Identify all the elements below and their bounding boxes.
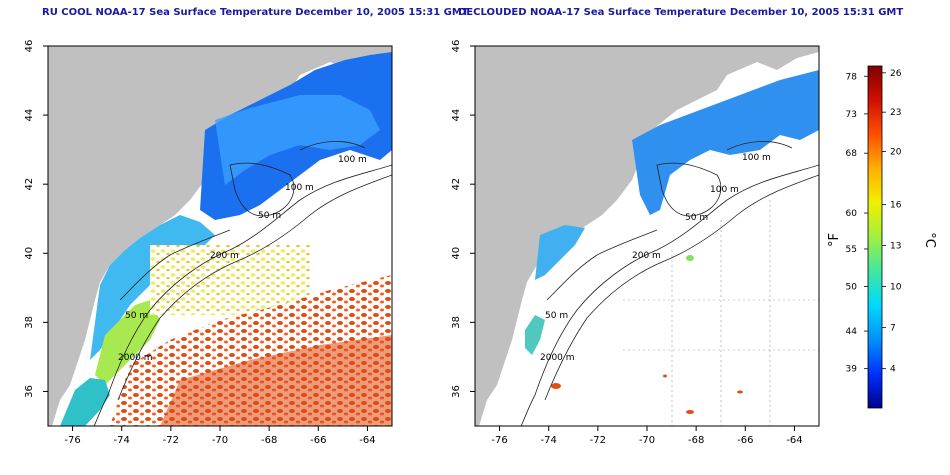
left-y-axis: 36 38 40 42 44 46 — [24, 40, 48, 398]
y-tick-label: 36 — [24, 385, 35, 398]
sst-warm-shelf — [95, 300, 160, 385]
sst-warm-patch — [663, 374, 667, 378]
sst-slope-patches — [150, 245, 310, 315]
land-mass — [48, 46, 392, 426]
fahrenheit-ticks: 78 73 68 60 55 50 44 39 — [846, 72, 868, 375]
y-tick-label: 36 — [451, 385, 462, 398]
y-tick-label: 44 — [451, 109, 462, 122]
fahrenheit-tick-label: 78 — [846, 72, 858, 82]
contour-label: 50 m — [258, 211, 281, 221]
land-mass — [475, 46, 819, 426]
contour-label: 100 m — [338, 155, 367, 165]
celsius-tick-label: 7 — [890, 324, 896, 334]
x-tick-label: -74 — [541, 435, 557, 446]
y-tick-label: 40 — [451, 247, 462, 260]
left-panel-title: RU COOL NOAA-17 Sea Surface Temperature … — [42, 7, 469, 18]
right-map-panel: 100 m 100 m 50 m 200 m 50 m 2000 m -76 -7… — [451, 40, 820, 446]
fahrenheit-tick-label: 60 — [846, 209, 858, 219]
x-tick-label: -72 — [590, 435, 606, 446]
fahrenheit-tick-label: 39 — [846, 365, 858, 375]
fahrenheit-unit-label: °F — [827, 233, 842, 247]
left-map-panel: 100 m 100 m 50 m 200 m 50 m 2000 m -76 -7… — [24, 40, 393, 446]
y-tick-label: 46 — [24, 40, 35, 53]
x-tick-label: -74 — [114, 435, 130, 446]
x-tick-label: -68 — [261, 435, 277, 446]
contour-label: 200 m — [632, 251, 661, 261]
celsius-tick-label: 16 — [890, 201, 902, 211]
y-tick-label: 40 — [24, 247, 35, 260]
sst-warm-patch — [686, 410, 694, 414]
y-tick-label: 38 — [24, 316, 35, 329]
right-panel-title: DECLOUDED NOAA-17 Sea Surface Temperatur… — [458, 7, 904, 18]
contour-label: 200 m — [210, 251, 239, 261]
sst-coastal-strip — [525, 315, 545, 355]
colorbar-scale — [867, 65, 883, 409]
right-y-axis: 36 38 40 42 44 46 — [451, 40, 475, 398]
x-tick-label: -66 — [737, 435, 753, 446]
sst-warm-patch — [551, 383, 561, 389]
celsius-tick-label: 23 — [890, 108, 901, 118]
left-x-axis: -76 -74 -72 -70 -68 -66 -64 — [64, 426, 376, 446]
fahrenheit-tick-label: 44 — [846, 327, 858, 337]
y-tick-label: 38 — [451, 316, 462, 329]
x-tick-label: -76 — [491, 435, 507, 446]
celsius-tick-label: 20 — [890, 148, 902, 158]
y-tick-label: 42 — [24, 178, 35, 191]
sst-shelf-region — [535, 225, 585, 280]
contour-label: 2000 m — [540, 353, 575, 363]
sst-warm-patch — [737, 390, 743, 394]
contour-label: 50 m — [125, 311, 148, 321]
celsius-tick-label: 10 — [890, 283, 902, 293]
x-tick-label: -68 — [688, 435, 704, 446]
grid-lines — [623, 200, 819, 426]
fahrenheit-tick-label: 68 — [846, 149, 858, 159]
sst-cold-region — [632, 70, 819, 215]
bathymetry-contours — [520, 141, 819, 426]
temperature-colorbar: 78 73 68 60 55 50 44 39 26 23 20 16 13 10 7 4 °F °C — [827, 65, 937, 409]
y-tick-label: 42 — [451, 178, 462, 191]
celsius-unit-label: °C — [922, 232, 937, 248]
y-tick-label: 44 — [24, 109, 35, 122]
x-tick-label: -66 — [310, 435, 326, 446]
right-x-axis: -76 -74 -72 -70 -68 -66 -64 — [491, 426, 803, 446]
sst-gulf-stream-core — [160, 335, 392, 426]
fahrenheit-tick-label: 50 — [846, 283, 858, 293]
contour-label: 50 m — [545, 311, 568, 321]
sst-southern-coast — [60, 378, 110, 426]
celsius-tick-label: 13 — [890, 242, 901, 252]
x-tick-label: -72 — [163, 435, 179, 446]
sst-cyan-region — [215, 95, 380, 185]
contour-label: 2000 m — [118, 353, 153, 363]
celsius-tick-label: 4 — [890, 365, 896, 375]
contour-label: 100 m — [710, 185, 739, 195]
x-tick-label: -70 — [212, 435, 228, 446]
x-tick-label: -76 — [64, 435, 80, 446]
x-tick-label: -70 — [639, 435, 655, 446]
celsius-tick-label: 26 — [890, 69, 902, 79]
contour-label: 100 m — [285, 183, 314, 193]
fahrenheit-tick-label: 73 — [846, 110, 857, 120]
celsius-ticks: 26 23 20 16 13 10 7 4 — [882, 69, 902, 375]
bathymetry-contours — [93, 141, 392, 426]
x-tick-label: -64 — [786, 435, 802, 446]
x-tick-label: -64 — [359, 435, 375, 446]
sst-green-patch — [686, 255, 694, 261]
contour-label: 50 m — [685, 213, 708, 223]
y-tick-label: 46 — [451, 40, 462, 53]
fahrenheit-tick-label: 55 — [846, 245, 857, 255]
contour-label: 100 m — [742, 153, 771, 163]
